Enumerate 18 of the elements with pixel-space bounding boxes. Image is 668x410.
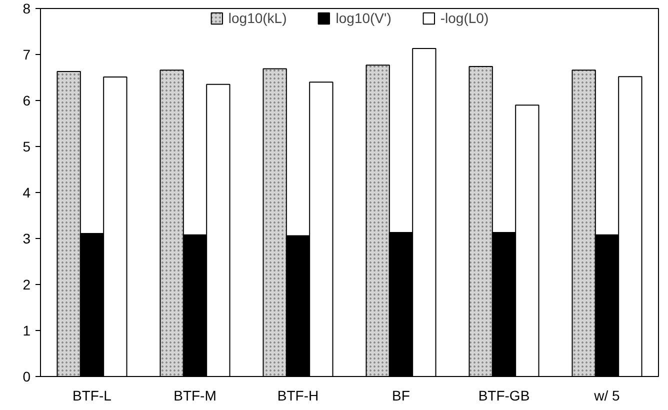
y-tick-label: 3 (22, 230, 31, 246)
x-tick-label: BTF-L (72, 388, 112, 404)
legend-label: log10(V') (336, 10, 392, 26)
y-tick-label: 5 (22, 138, 31, 154)
x-tick-label: BTF-H (277, 388, 319, 404)
x-tick-label: BF (392, 388, 410, 404)
y-tick-label: 6 (22, 92, 31, 108)
y-tick-label: 0 (22, 368, 31, 384)
y-tick-label: 8 (22, 0, 31, 16)
y-tick-label: 4 (22, 184, 31, 200)
legend-label: -log(L0) (440, 10, 489, 26)
y-tick-label: 2 (22, 276, 31, 292)
x-tick-label: BTF-GB (478, 388, 530, 404)
y-tick-label: 1 (22, 322, 31, 338)
x-tick-label: w/ 5 (593, 388, 620, 404)
legend-label: log10(kL) (228, 10, 287, 26)
y-tick-label: 7 (22, 46, 31, 62)
x-tick-label: BTF-M (174, 388, 216, 404)
